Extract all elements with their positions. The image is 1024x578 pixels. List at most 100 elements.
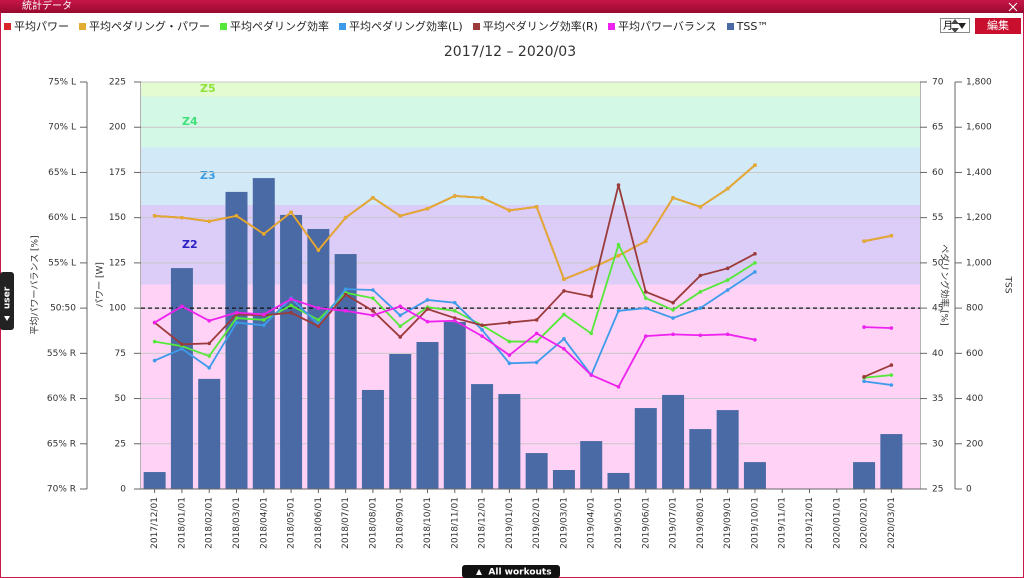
tick-label: 40 (932, 349, 944, 359)
tick-label: 800 (966, 304, 983, 314)
x-tick-label: 2019/12/01 (805, 497, 815, 549)
legend-item[interactable]: TSS™ (726, 18, 769, 34)
edit-button[interactable]: 編集 (975, 18, 1021, 34)
point (343, 287, 348, 291)
x-tick-label: 2018/07/01 (341, 497, 351, 549)
tick-label: 60% R (47, 394, 76, 404)
point (425, 319, 430, 324)
bar (552, 470, 575, 489)
point (289, 297, 293, 301)
point (152, 320, 157, 325)
tick-label: 100 (109, 304, 126, 314)
point (207, 354, 212, 358)
axis-title: TSS (1003, 276, 1013, 294)
point (698, 306, 703, 310)
point (643, 306, 648, 310)
side-tab[interactable] (0, 272, 14, 330)
legend-label: TSS™ (736, 19, 769, 33)
point (480, 328, 484, 332)
point (180, 347, 184, 351)
legend-item[interactable]: 平均ペダリング効率 (220, 18, 329, 34)
point (753, 337, 757, 342)
legend-item[interactable]: 平均ペダリング効率(R) (472, 18, 598, 34)
bar (225, 191, 248, 489)
point (862, 379, 866, 384)
bottom-tab-label[interactable]: All workouts (488, 568, 551, 578)
bar (443, 321, 466, 489)
point (507, 353, 512, 357)
point (343, 292, 348, 297)
point (180, 304, 184, 309)
x-tick-label: 2017/12/01 (150, 497, 160, 549)
point (616, 183, 621, 187)
tick-label: 75% L (48, 78, 76, 88)
point (452, 194, 457, 198)
zone-label: Z3 (200, 169, 216, 182)
scroll-down[interactable] (951, 28, 959, 33)
chart-title: 2017/12 – 2020/03 (444, 44, 576, 60)
tick-label: 65 (932, 123, 943, 133)
point (398, 324, 403, 329)
point (234, 320, 239, 325)
tick-label: 1,000 (966, 258, 992, 268)
legend-swatch (607, 22, 615, 30)
tick-label: 0 (120, 485, 126, 495)
tab-arrow (476, 569, 482, 575)
zone-label: Z5 (200, 82, 216, 95)
point (698, 290, 703, 294)
x-tick-label: 2019/01/01 (505, 497, 515, 549)
tick-label: 50 (115, 394, 127, 404)
tick-label: 35 (932, 394, 943, 404)
bar (252, 178, 275, 489)
bar (853, 462, 876, 489)
point (234, 214, 239, 218)
bar (525, 453, 548, 489)
point (480, 334, 484, 338)
point (371, 309, 375, 313)
bar (334, 254, 357, 489)
point (698, 273, 703, 278)
point (562, 289, 566, 293)
bar (471, 384, 494, 489)
x-tick-label: 2019/04/01 (587, 497, 597, 549)
legend-item[interactable]: 平均ペダリング効率(L) (339, 18, 463, 34)
period-value: 月 (943, 21, 953, 32)
tick-label: 0 (966, 485, 972, 495)
bottom-tab[interactable] (462, 565, 560, 578)
legend-label: 平均ペダリング効率 (230, 20, 329, 33)
point (152, 339, 157, 344)
point (616, 384, 621, 389)
scroll-up[interactable] (951, 19, 959, 24)
point (316, 248, 321, 253)
point (316, 318, 321, 322)
axis-title: 平均パワーバランス [%] (29, 235, 41, 334)
point (152, 358, 157, 363)
point (562, 312, 566, 317)
bar (634, 408, 657, 489)
bar (716, 410, 739, 489)
point (862, 375, 866, 379)
tick-label: 70% R (47, 485, 76, 495)
point (425, 298, 430, 302)
point (289, 303, 293, 308)
x-tick-label: 2018/12/01 (478, 497, 488, 549)
point (507, 339, 512, 344)
legend-item[interactable]: 平均ペダリング・パワー (79, 18, 210, 34)
legend-item[interactable]: 平均パワーバランス (607, 18, 717, 34)
x-tick-label: 2018/10/01 (423, 497, 433, 549)
x-tick-label: 2019/08/01 (696, 497, 706, 549)
legend-swatch (4, 22, 11, 30)
side-tab-label[interactable]: user (3, 286, 13, 309)
tick-label: 200 (966, 439, 983, 449)
point (671, 316, 675, 320)
legend-swatch (726, 22, 734, 30)
close-button[interactable] (1008, 2, 1018, 12)
legend-item[interactable]: 平均パワー (4, 18, 69, 34)
period-select[interactable]: 月 (940, 18, 970, 33)
tick-label: 125 (109, 258, 126, 268)
zone-label: Z4 (182, 115, 198, 128)
bar (880, 434, 903, 489)
point (616, 253, 621, 258)
point (889, 233, 894, 238)
